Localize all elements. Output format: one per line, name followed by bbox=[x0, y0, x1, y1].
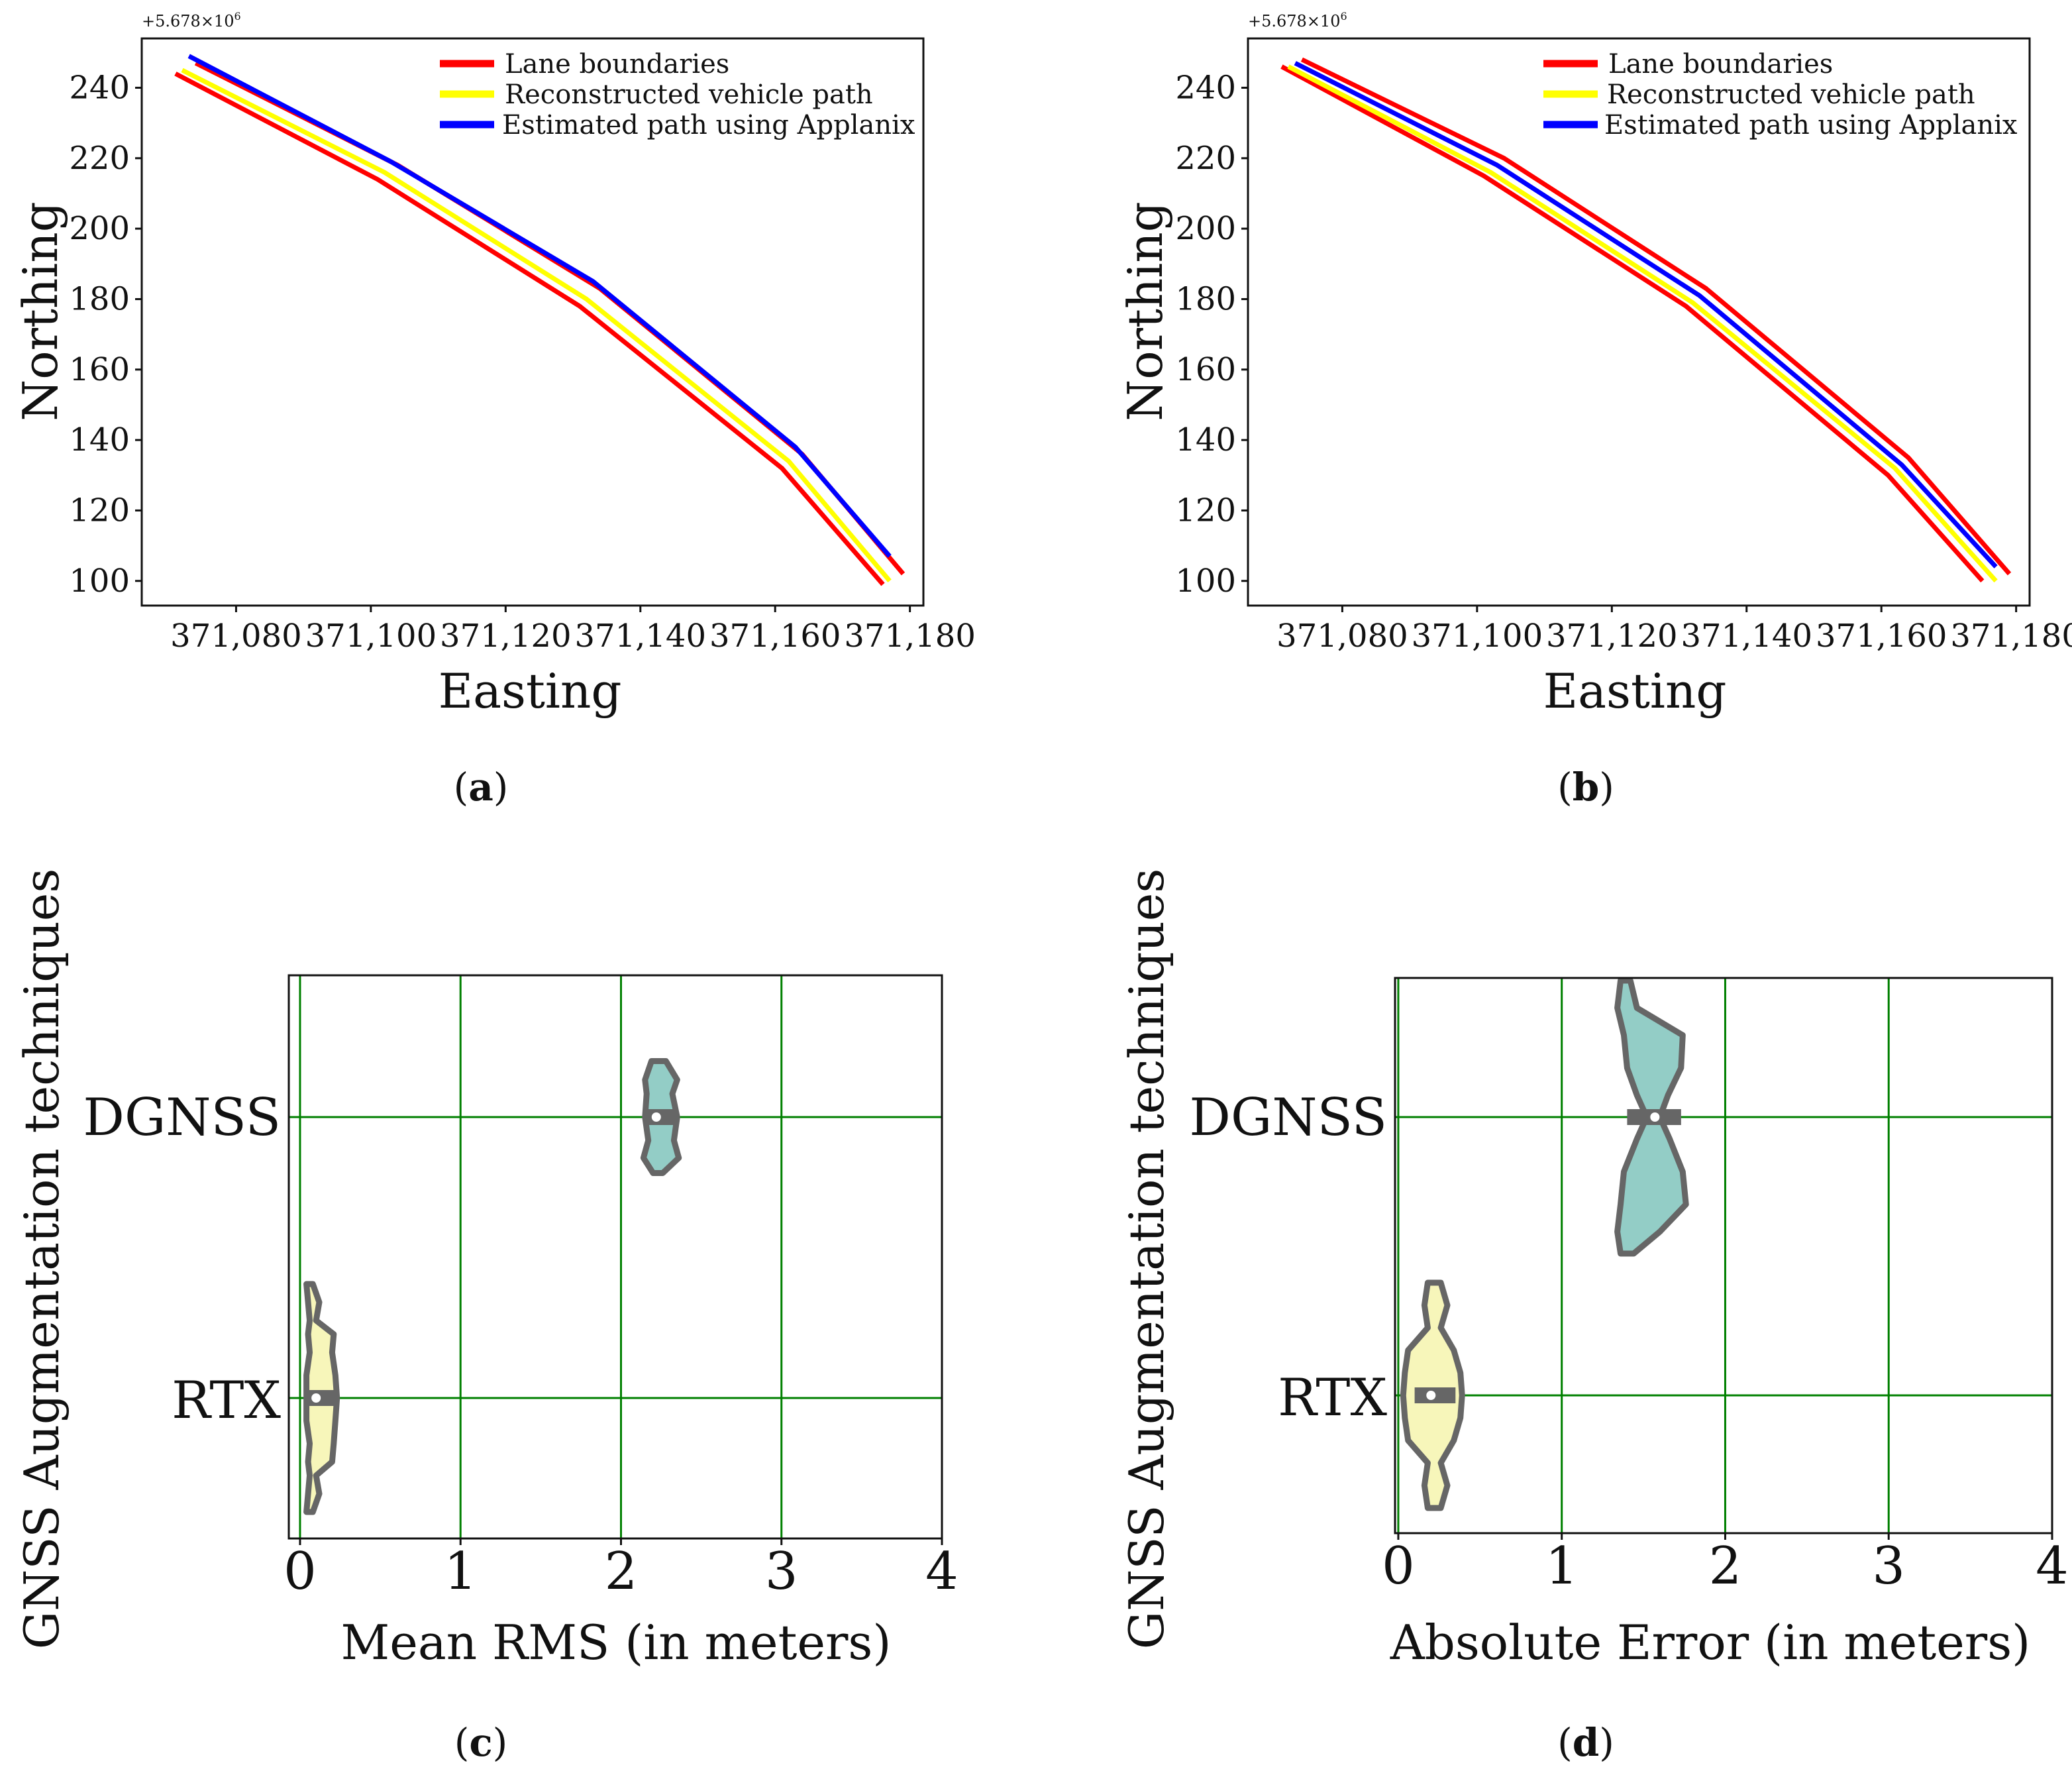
y-tick-label: 240 bbox=[69, 69, 130, 106]
panel-b-plot-frame bbox=[1247, 37, 2031, 607]
y-tick-label: 180 bbox=[69, 280, 130, 317]
x-tick-label: 371,160 bbox=[709, 618, 841, 655]
x-tick-label: 2 bbox=[1709, 1536, 1742, 1596]
panel-b-y-ticks: 100 120 140 160 180 200 220 240 bbox=[1175, 69, 1248, 600]
y-tick-label: 120 bbox=[1175, 492, 1236, 529]
y-tick-label: 140 bbox=[69, 421, 130, 458]
panel-a-line-chart: 371,080 371,100 371,120 371,140 371,160 371,1… bbox=[13, 10, 976, 810]
panel-a-caption: (a) bbox=[454, 765, 509, 810]
x-tick-label: 371,140 bbox=[575, 618, 707, 655]
panel-b-path-lines bbox=[1280, 57, 2012, 583]
panel-a-path-lines bbox=[174, 54, 906, 586]
legend-label-lane: Lane boundaries bbox=[1608, 49, 1833, 80]
panel-d-plot-frame bbox=[1394, 977, 2053, 1534]
panel-c-plot-frame bbox=[287, 974, 943, 1540]
panel-b-line-chart: 371,080 371,100 371,120 371,140 371,160 371,1… bbox=[1117, 10, 2072, 810]
violin-median-dot bbox=[651, 1112, 661, 1122]
violin-median-dot bbox=[311, 1393, 321, 1403]
x-tick-label: 1 bbox=[444, 1542, 477, 1601]
panel-b-x-ticks: 371,080 371,100 371,120 371,140 371,160 371,1… bbox=[1276, 606, 2072, 655]
y-tick-label: 220 bbox=[69, 140, 130, 177]
x-tick-label: 371,140 bbox=[1681, 618, 1813, 655]
panel-c-category-dgnss: DGNSS bbox=[83, 1088, 281, 1148]
panel-a-legend: Lane boundaries Reconstructed vehicle pa… bbox=[440, 49, 915, 140]
panel-d-y-axis-label: GNSS Augmentation techniques bbox=[1119, 869, 1174, 1650]
x-tick-label: 3 bbox=[765, 1542, 798, 1601]
panel-d-grid bbox=[1395, 978, 2053, 1533]
violin-median-dot bbox=[1650, 1112, 1660, 1122]
panel-d-category-dgnss: DGNSS bbox=[1189, 1088, 1387, 1148]
panel-b-x-axis-label: Easting bbox=[1543, 663, 1727, 719]
y-tick-label: 120 bbox=[69, 492, 130, 529]
violin-median-dot bbox=[1426, 1391, 1436, 1400]
y-tick-label: 140 bbox=[1175, 421, 1236, 458]
panel-d-category-rtx: RTX bbox=[1278, 1368, 1387, 1428]
panel-d-x-axis-label: Absolute Error (in meters) bbox=[1390, 1615, 2031, 1670]
x-tick-label: 371,080 bbox=[1276, 618, 1408, 655]
panel-a-x-ticks: 371,080 371,100 371,120 371,140 371,160 371,1… bbox=[170, 606, 976, 655]
legend-label-applanix: Estimated path using Applanix bbox=[502, 110, 915, 140]
y-tick-label: 100 bbox=[1175, 563, 1236, 600]
panel-a-y-ticks: 100 120 140 160 180 200 220 240 bbox=[69, 69, 142, 600]
panel-c-violins bbox=[303, 1058, 682, 1515]
y-tick-label: 180 bbox=[1175, 280, 1236, 317]
y-tick-label: 200 bbox=[1175, 210, 1236, 247]
x-tick-label: 371,160 bbox=[1816, 618, 1947, 655]
series-line-applanix bbox=[187, 54, 892, 558]
panel-d-caption: (d) bbox=[1557, 1720, 1614, 1765]
x-tick-label: 3 bbox=[1872, 1536, 1905, 1596]
series-line-lane bbox=[174, 72, 885, 586]
panel-b-legend: Lane boundaries Reconstructed vehicle pa… bbox=[1543, 49, 2018, 140]
panel-a-y-axis-label: Northing bbox=[13, 201, 68, 421]
x-tick-label: 4 bbox=[2036, 1536, 2069, 1596]
y-tick-label: 220 bbox=[1175, 140, 1236, 177]
panel-c-caption: (c) bbox=[454, 1720, 508, 1765]
x-tick-label: 0 bbox=[1382, 1536, 1415, 1596]
x-tick-label: 371,180 bbox=[1950, 618, 2072, 655]
panel-a-plot-frame bbox=[140, 37, 925, 607]
panel-c-x-axis-label: Mean RMS (in meters) bbox=[341, 1615, 892, 1670]
x-tick-label: 371,180 bbox=[844, 618, 976, 655]
x-tick-label: 371,100 bbox=[1412, 618, 1543, 655]
legend-label-reconstructed: Reconstructed vehicle path bbox=[505, 80, 873, 110]
panel-b-y-axis-label: Northing bbox=[1117, 201, 1173, 421]
x-tick-label: 371,100 bbox=[305, 618, 437, 655]
y-tick-label: 160 bbox=[69, 351, 130, 388]
series-line-lane bbox=[1300, 57, 2012, 576]
y-tick-label: 160 bbox=[1175, 351, 1236, 388]
x-tick-label: 1 bbox=[1545, 1536, 1579, 1596]
legend-label-reconstructed: Reconstructed vehicle path bbox=[1607, 80, 1975, 110]
y-tick-label: 100 bbox=[69, 563, 130, 600]
panel-c-y-axis-label: GNSS Augmentation techniques bbox=[14, 869, 70, 1650]
panel-c-x-ticks: 0 1 2 3 4 bbox=[284, 1538, 958, 1601]
panel-a-y-offset: +5.678×106 bbox=[142, 10, 241, 30]
panel-b-caption: (b) bbox=[1557, 765, 1614, 810]
panel-c-category-rtx: RTX bbox=[172, 1371, 281, 1430]
y-tick-label: 240 bbox=[1175, 69, 1236, 106]
x-tick-label: 4 bbox=[925, 1542, 958, 1601]
panel-a-x-axis-label: Easting bbox=[439, 663, 622, 719]
series-line-reconstructed bbox=[1287, 64, 1998, 583]
panel-d-violins bbox=[1400, 977, 1689, 1511]
panel-c-grid bbox=[289, 975, 943, 1538]
panel-b-y-offset: +5.678×106 bbox=[1248, 10, 1347, 30]
legend-label-applanix: Estimated path using Applanix bbox=[1604, 110, 2018, 140]
series-line-reconstructed bbox=[181, 68, 892, 583]
x-tick-label: 371,080 bbox=[170, 618, 302, 655]
x-tick-label: 2 bbox=[605, 1542, 638, 1601]
x-tick-label: 0 bbox=[284, 1542, 317, 1601]
panel-d-x-ticks: 0 1 2 3 4 bbox=[1382, 1533, 2069, 1596]
series-line-applanix bbox=[1294, 61, 1998, 568]
panel-d-violin-chart: 0 1 2 3 4 DGNSS RTX Absolute Error (in meter… bbox=[1119, 869, 2069, 1765]
x-tick-label: 371,120 bbox=[440, 618, 572, 655]
series-line-lane bbox=[1280, 64, 1985, 583]
y-tick-label: 200 bbox=[69, 210, 130, 247]
legend-label-lane: Lane boundaries bbox=[505, 49, 729, 80]
x-tick-label: 371,120 bbox=[1546, 618, 1678, 655]
panel-c-violin-chart: 0 1 2 3 4 DGNSS RTX Mean RMS (in meters) GNS… bbox=[14, 869, 958, 1765]
